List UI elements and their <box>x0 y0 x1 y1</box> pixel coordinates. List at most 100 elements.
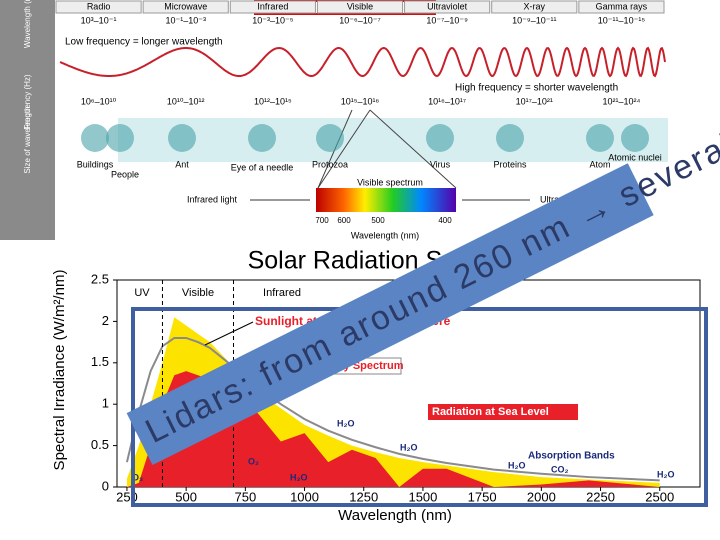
wave <box>59 46 666 78</box>
band-header <box>229 0 316 14</box>
y-tick-label: 0.5 <box>91 437 109 452</box>
object-label: Protozoa <box>312 159 348 169</box>
band-name: Ultraviolet <box>427 1 468 11</box>
band-frequency: 10¹⁰–10¹² <box>167 96 205 106</box>
x-tick-label: 500 <box>175 489 197 504</box>
visible-bar <box>316 188 456 212</box>
object-icon <box>621 124 649 152</box>
x-tick-label: 1250 <box>349 489 378 504</box>
object-label: Proteins <box>493 159 527 169</box>
band-name: Infrared <box>257 1 288 11</box>
band-wavelength: 10³–10⁻¹ <box>81 15 117 25</box>
visible-tick: 400 <box>438 216 452 225</box>
row-label: Wavelength (m) <box>23 0 32 48</box>
object-label: Virus <box>430 159 451 169</box>
x-axis-label: Wavelength (nm) <box>338 507 452 524</box>
y-tick-label: 2.5 <box>91 271 109 286</box>
annotation: O₂ <box>248 456 259 466</box>
label-bg <box>428 404 578 420</box>
band-header <box>578 0 665 14</box>
annotation: CO₂ <box>551 464 569 474</box>
visible-pointer <box>317 109 371 189</box>
x-tick-label: 1000 <box>290 489 319 504</box>
visible-tick: 700 <box>315 216 329 225</box>
row-label: Size of wavelength <box>23 106 32 173</box>
visible-tick: 600 <box>337 216 351 225</box>
annotation: H₂O <box>657 469 675 479</box>
y-tick-label: 1 <box>102 396 109 411</box>
size-row <box>118 118 668 162</box>
x-tick-label: 1500 <box>408 489 437 504</box>
band-header <box>316 0 404 14</box>
band-frequency: 10¹⁵–10¹⁶ <box>341 96 380 106</box>
area <box>126 371 660 487</box>
left-strip <box>0 0 55 240</box>
annotation: H₂O <box>400 442 418 452</box>
band-name: Visible <box>347 1 373 11</box>
band-frequency: 10¹⁶–10¹⁷ <box>428 96 466 106</box>
pointer <box>204 321 254 346</box>
object-label: People <box>111 169 139 179</box>
y-axis-label: Spectral Irradiance (W/m²/nm) <box>51 270 68 471</box>
y-tick-label: 0 <box>102 478 109 493</box>
region-label: Visible <box>182 287 214 299</box>
y-tick-label: 1.5 <box>91 354 109 369</box>
band-header <box>404 0 491 14</box>
object-label: Atom <box>589 159 610 169</box>
annotation: H₂O <box>337 418 355 428</box>
annotation: H₂O <box>508 460 526 470</box>
object-icon <box>168 124 196 152</box>
band-wavelength: 10⁻⁷–10⁻⁹ <box>426 15 468 25</box>
object-label: Ant <box>175 159 189 169</box>
annotation: Radiation at Sea Level <box>432 406 549 418</box>
object-icon <box>586 124 614 152</box>
visible-left: Infrared light <box>187 194 238 204</box>
annotation: H₂O <box>290 472 308 482</box>
region-label: UV <box>134 287 150 299</box>
low-label: Low frequency = longer wavelength <box>65 37 223 48</box>
object-label: Atomic nuclei <box>608 152 662 162</box>
row-label: Frequency (Hz) <box>23 74 32 129</box>
visible-axis: Wavelength (nm) <box>351 230 419 240</box>
band-wavelength: 10⁻¹¹–10⁻¹⁵ <box>598 15 646 25</box>
visible-tick: 500 <box>371 216 385 225</box>
object-icon <box>106 124 134 152</box>
object-label: Eye of a needle <box>231 162 294 172</box>
band-wavelength: 10⁻⁶–10⁻⁷ <box>339 15 381 25</box>
band-frequency: 10²¹–10²⁴ <box>602 96 640 106</box>
x-tick-label: 2000 <box>527 489 556 504</box>
band-frequency: 10¹²–10¹⁵ <box>254 96 292 106</box>
visible-pointer <box>369 109 457 189</box>
banner-strip <box>126 163 654 466</box>
object-label: Buildings <box>77 159 114 169</box>
object-icon <box>496 124 524 152</box>
region-label: Infrared <box>263 287 301 299</box>
annotation: Absorption Bands <box>528 451 615 462</box>
object-icon <box>81 124 109 152</box>
band-name: Microwave <box>164 1 207 11</box>
band-name: Radio <box>87 1 111 11</box>
high-label: High frequency = shorter wavelength <box>455 83 618 94</box>
object-icon <box>316 124 344 152</box>
band-frequency: 10¹⁷–10²¹ <box>516 96 553 106</box>
annotation: O₃ <box>132 472 143 482</box>
object-icon <box>426 124 454 152</box>
band-header <box>491 0 578 14</box>
band-wavelength: 10⁻¹–10⁻³ <box>165 15 206 25</box>
object-icon <box>248 124 276 152</box>
band-header <box>142 0 229 14</box>
band-wavelength: 10⁻⁹–10⁻¹¹ <box>512 15 556 25</box>
x-tick-label: 2500 <box>645 489 674 504</box>
visible-title: Visible spectrum <box>357 177 423 187</box>
x-tick-label: 750 <box>234 489 256 504</box>
x-tick-label: 2250 <box>586 489 615 504</box>
band-name: X-ray <box>524 1 546 11</box>
band-wavelength: 10⁻³–10⁻⁵ <box>252 15 294 25</box>
y-tick-label: 2 <box>102 313 109 328</box>
line <box>125 336 660 482</box>
band-frequency: 10⁶–10¹⁰ <box>81 96 117 106</box>
x-tick-label: 1750 <box>468 489 497 504</box>
band-header <box>55 0 142 14</box>
